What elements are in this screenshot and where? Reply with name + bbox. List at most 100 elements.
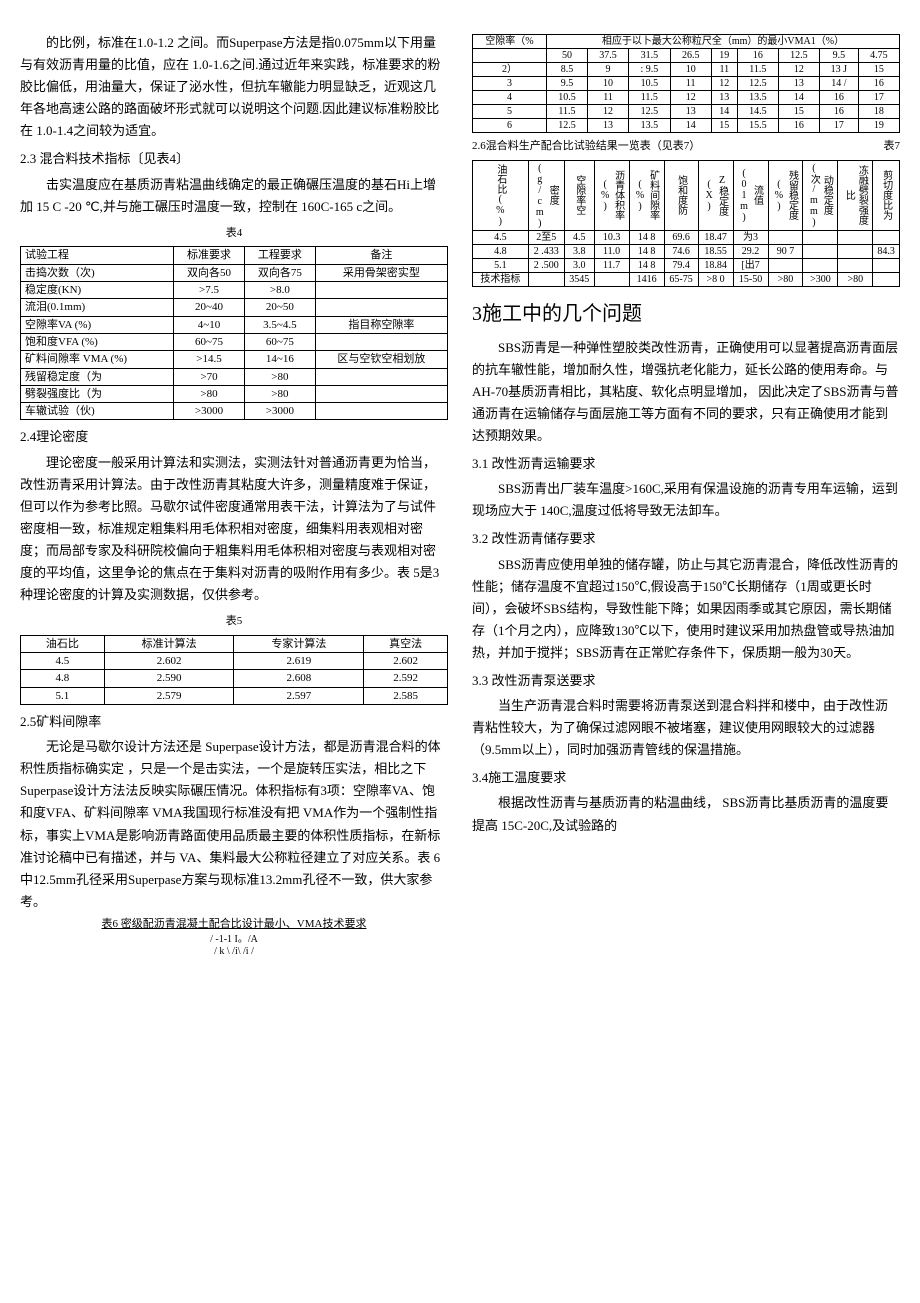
t4r: >7.5	[174, 282, 245, 299]
t5r: 2.592	[364, 670, 448, 687]
t7r: 79.4	[664, 258, 698, 272]
t5r: 2.590	[104, 670, 234, 687]
t4-h2: 工程要求	[244, 247, 315, 264]
t4r	[315, 282, 447, 299]
t5h: 标准计算法	[104, 635, 234, 652]
t7r: 4.8	[473, 244, 529, 258]
t4r: 残留稳定度（为	[21, 368, 174, 385]
t6r: 17	[819, 119, 858, 133]
t7r	[838, 244, 873, 258]
t7r	[768, 230, 803, 244]
t7h: 矿料间隙率(%)	[629, 160, 664, 230]
t4-h1: 标准要求	[174, 247, 245, 264]
t6r: 14	[670, 119, 711, 133]
t7h: 动稳定度(次/mm)	[803, 160, 838, 230]
t7r: 技术指标	[473, 272, 529, 286]
t6r: 10	[670, 63, 711, 77]
table6-frac: / -1-1 I。/A/ k \ /i\ /i /	[20, 934, 448, 958]
t6h2: 16	[737, 49, 778, 63]
para-3-intro: SBS沥青是一种弹性塑胶类改性沥青，正确使用可以显著提高沥青面层的抗车辙性能，增…	[472, 337, 900, 447]
t6r: 12	[670, 91, 711, 105]
t4r: >14.5	[174, 351, 245, 368]
t5h: 真空法	[364, 635, 448, 652]
t6r: 13 J	[819, 63, 858, 77]
t6r: 9	[587, 63, 628, 77]
t6r: 11.5	[737, 63, 778, 77]
t6h2: 26.5	[670, 49, 711, 63]
t7h: 空隙率空	[564, 160, 594, 230]
t5r: 2.602	[104, 653, 234, 670]
t5r: 4.5	[21, 653, 105, 670]
t4r	[315, 385, 447, 402]
t6r: 11.5	[629, 91, 671, 105]
t7r	[873, 258, 900, 272]
t4r	[315, 403, 447, 420]
t7r: >8 0	[698, 272, 733, 286]
t6r: 10.5	[629, 77, 671, 91]
t6h2: 19	[711, 49, 737, 63]
t4r	[315, 299, 447, 316]
t5r: 2.597	[234, 687, 364, 704]
section-2-5: 2.5矿料间隙率	[20, 711, 448, 733]
t6r: 19	[858, 119, 899, 133]
t7r: 69.6	[664, 230, 698, 244]
t6r: 14	[711, 105, 737, 119]
t6r: 17	[858, 91, 899, 105]
table-7: 油石比(%) 密度(g/cm) 空隙率空 沥青体积率(%) 矿料间隙率(%) 饱…	[472, 160, 900, 287]
t5r: 2.585	[364, 687, 448, 704]
para-ratio: 的比例，标准在1.0-1.2 之间。而Superpase方法是指0.075mm以…	[20, 32, 448, 142]
t7r: >80	[838, 272, 873, 286]
t6h2: 4.75	[858, 49, 899, 63]
t6r: 16	[819, 105, 858, 119]
t7r: 11.7	[594, 258, 629, 272]
t4r: 20~40	[174, 299, 245, 316]
t6r: 11	[587, 91, 628, 105]
t7cap-left: 2.6混合料生产配合比试验结果一览表（见表7）	[472, 137, 700, 156]
t6r: 11	[711, 63, 737, 77]
t4r: 4~10	[174, 316, 245, 333]
t6r: 13	[670, 105, 711, 119]
table-5: 油石比标准计算法专家计算法真空法 4.52.6022.6192.602 4.82…	[20, 635, 448, 705]
t7r: 18.84	[698, 258, 733, 272]
t5r: 2.579	[104, 687, 234, 704]
t7r	[803, 258, 838, 272]
t7r: 84.3	[873, 244, 900, 258]
t7r: 18.55	[698, 244, 733, 258]
t4r: 60~75	[174, 333, 245, 350]
t4r: 稳定度(KN)	[21, 282, 174, 299]
t7r: 2 .500	[528, 258, 564, 272]
t6r: 4	[473, 91, 547, 105]
t6r: 15	[711, 119, 737, 133]
t4r: 饱和度VFA (%)	[21, 333, 174, 350]
t6r: 15.5	[737, 119, 778, 133]
t6r: 11.5	[546, 105, 587, 119]
t6r: 15	[778, 105, 819, 119]
t6r: 12.5	[546, 119, 587, 133]
para-3-2: SBS沥青应使用单独的储存罐，防止与其它沥青混合，降低改性沥青的性能；储存温度不…	[472, 554, 900, 664]
t6r: 2）	[473, 63, 547, 77]
t7r: 29.2	[733, 244, 768, 258]
t6h2: 50	[546, 49, 587, 63]
t7r	[528, 272, 564, 286]
t7r: 10.3	[594, 230, 629, 244]
t6r: 13	[778, 77, 819, 91]
table-4: 试验工程 标准要求 工程要求 备注 击捣次数（次)双向各50双向各75采用骨架密…	[20, 246, 448, 420]
t6r: 11	[670, 77, 711, 91]
table5-caption: 表5	[20, 612, 448, 631]
t7h: 沥青体积率(%)	[594, 160, 629, 230]
t5r: 4.8	[21, 670, 105, 687]
t5r: 2.602	[364, 653, 448, 670]
t7r: 3.0	[564, 258, 594, 272]
t6r: 14 /	[819, 77, 858, 91]
t6r: 10	[587, 77, 628, 91]
t7r: 3545	[564, 272, 594, 286]
t7r: 14 8	[629, 258, 664, 272]
t7r: 4.5	[473, 230, 529, 244]
t7r: 90 7	[768, 244, 803, 258]
t7r: 3.8	[564, 244, 594, 258]
t6r: 3	[473, 77, 547, 91]
t6r: 9.5	[546, 77, 587, 91]
t4r: 空隙率VA (%)	[21, 316, 174, 333]
t4r: 双向各75	[244, 264, 315, 281]
section-3-1: 3.1 改性沥青运输要求	[472, 453, 900, 475]
